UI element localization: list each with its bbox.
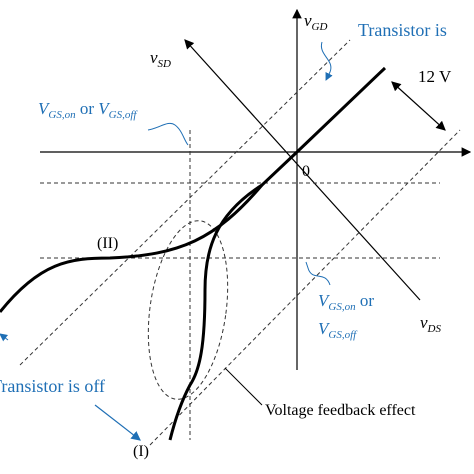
leader: [0, 333, 9, 342]
leader: [94, 404, 141, 441]
threshold-label: VGS,off: [318, 319, 358, 341]
guide: [149, 129, 461, 446]
threshold-label: VGS,on or VGS,off: [38, 99, 138, 121]
guide: [19, 39, 351, 366]
leader: [320, 41, 333, 81]
curve-label: (I): [133, 443, 149, 460]
origin-label: 0: [302, 163, 310, 180]
curve-ii: [0, 66, 387, 313]
threshold-label: VGS,on or: [318, 291, 374, 313]
curve-i: [168, 183, 263, 441]
on-label: Transistor is: [358, 20, 447, 40]
off-label: Transistor is off: [0, 376, 105, 396]
gap-label: 12 V: [418, 67, 452, 86]
gap-arrow: [391, 81, 446, 131]
axis-label: vSD: [150, 48, 171, 70]
feedback-label: Voltage feedback effect: [265, 402, 416, 419]
axis-label: vDS: [420, 313, 441, 335]
leader: [224, 367, 263, 406]
leader: [305, 261, 331, 286]
feedback-region: [147, 220, 229, 400]
curve-label: (II): [97, 235, 118, 252]
leader: [147, 122, 189, 146]
axis-sd: [184, 39, 421, 301]
axis-label: vGD: [304, 11, 327, 33]
